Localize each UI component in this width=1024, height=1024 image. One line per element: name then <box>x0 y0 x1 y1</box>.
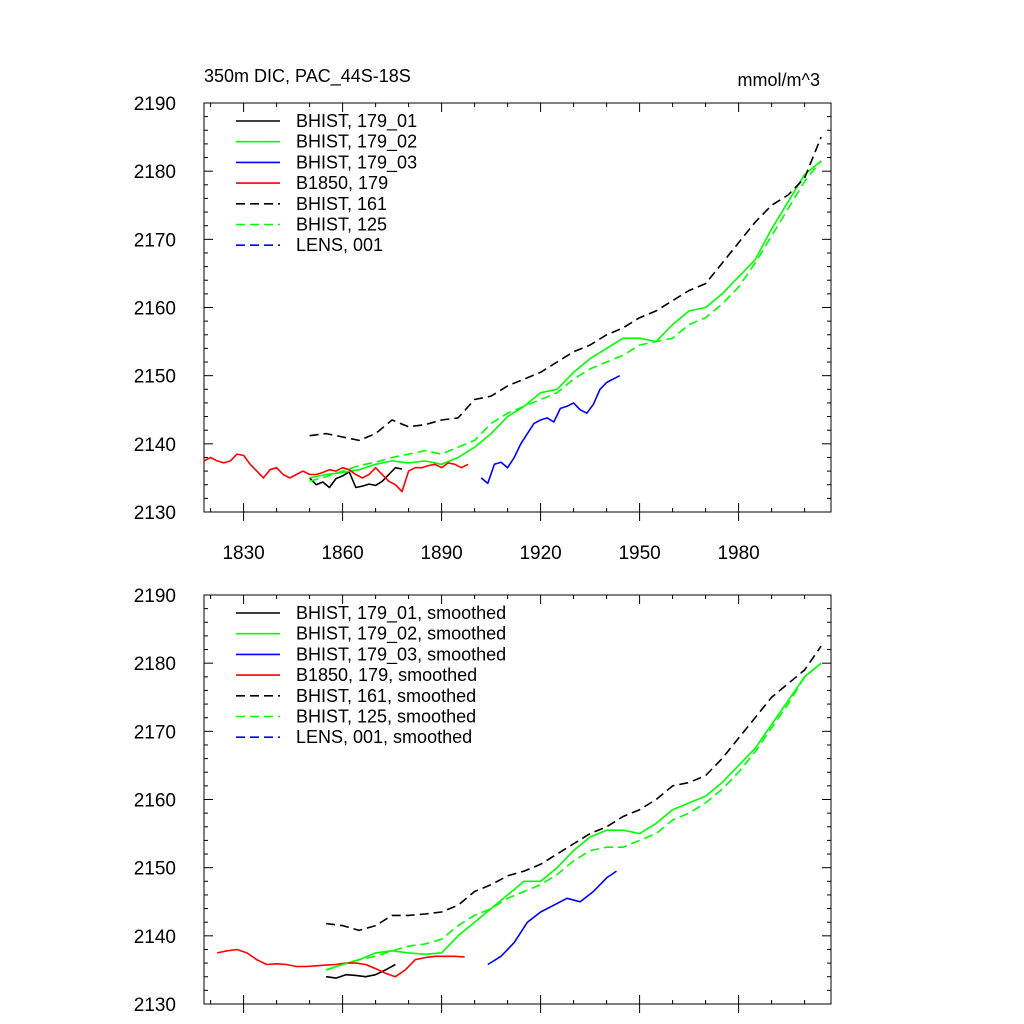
series-line-2 <box>325 662 822 971</box>
series-line-3 <box>487 870 617 966</box>
y-tick-label: 2160 <box>134 791 176 812</box>
legend-label: LENS, 001 <box>296 235 383 255</box>
y-tick-label: 2180 <box>134 162 176 183</box>
series-line-4 <box>203 453 469 493</box>
legend-label: LENS, 001, smoothed <box>296 727 472 747</box>
series-line-6 <box>325 662 822 971</box>
legend-label: BHIST, 179_03 <box>296 152 417 173</box>
series-line-2 <box>309 160 822 479</box>
panel-title: 350m DIC, PAC_44S-18S <box>204 66 411 87</box>
series-line-6 <box>309 160 822 483</box>
x-tick-label: 1830 <box>222 543 264 564</box>
y-tick-label: 2190 <box>134 94 176 115</box>
panel-top: 350m DIC, PAC_44S-18S mmol/m^3 2130 2140 2… <box>134 66 832 564</box>
y-tick-label: 2140 <box>134 435 176 456</box>
x-tick-label: 1980 <box>717 543 759 564</box>
y-tick-label: 2170 <box>134 722 176 743</box>
series-line-4 <box>217 948 465 978</box>
legend-label: B1850, 179, smoothed <box>296 665 477 685</box>
units-label: mmol/m^3 <box>738 70 820 90</box>
y-tick-label: 2180 <box>134 654 176 675</box>
series-line-1 <box>325 963 396 979</box>
legend-label: BHIST, 161 <box>296 194 387 214</box>
series-line-5 <box>309 136 822 442</box>
x-tick-label: 1860 <box>321 543 363 564</box>
y-tick-label: 2140 <box>134 927 176 948</box>
x-tick-label: 1920 <box>519 543 561 564</box>
y-tick-label: 2190 <box>134 586 176 607</box>
y-tick-label: 2130 <box>134 503 176 524</box>
series-line-5 <box>326 645 822 932</box>
legend-label: BHIST, 125 <box>296 215 387 235</box>
legend-label: B1850, 179 <box>296 173 388 193</box>
panel-bottom: 2130 2140 2150 2160 2170 2180 2190 BHIST, 179_0… <box>134 586 832 1016</box>
y-tick-label: 2150 <box>134 859 176 880</box>
series-line-1 <box>309 466 403 489</box>
legend-label: BHIST, 179_02, smoothed <box>296 624 506 645</box>
legend-label: BHIST, 161, smoothed <box>296 686 476 706</box>
legend-label: BHIST, 179_03, smoothed <box>296 644 506 665</box>
y-tick-label: 2150 <box>134 367 176 388</box>
x-tick-label: 1890 <box>420 543 462 564</box>
legend-label: BHIST, 179_01 <box>296 111 417 132</box>
y-tick-label: 2160 <box>134 299 176 320</box>
legend-label: BHIST, 125, smoothed <box>296 707 476 727</box>
legend-label: BHIST, 179_01, smoothed <box>296 603 506 624</box>
y-tick-label: 2170 <box>134 230 176 251</box>
series-line-3 <box>480 374 621 485</box>
legend-label: BHIST, 179_02 <box>296 132 417 153</box>
y-tick-label: 2130 <box>134 995 176 1016</box>
x-tick-label: 1950 <box>618 543 660 564</box>
